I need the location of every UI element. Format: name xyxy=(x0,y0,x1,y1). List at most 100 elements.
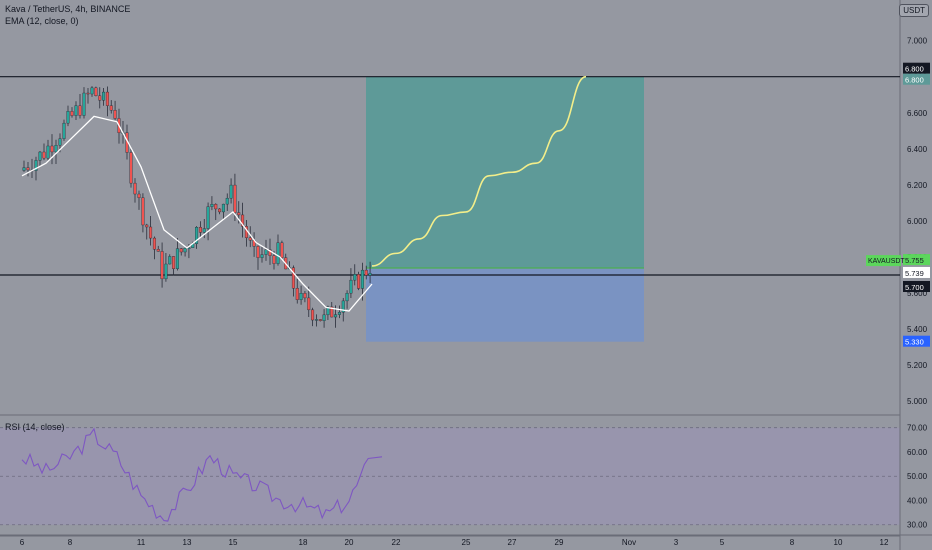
rsi-tick-label: 70.00 xyxy=(907,424,928,433)
time-tick-label: 20 xyxy=(345,538,354,547)
candle-body xyxy=(221,203,225,213)
projection-path xyxy=(371,75,587,267)
candle-body xyxy=(149,226,153,239)
candle-body xyxy=(74,105,78,116)
price-tick-label: 6.400 xyxy=(907,145,928,154)
candle-body xyxy=(86,92,90,95)
candle-body xyxy=(241,214,245,227)
candle-body xyxy=(210,204,214,207)
candle-body xyxy=(172,256,176,269)
candle-body xyxy=(66,111,70,124)
time-tick-label: 10 xyxy=(834,538,843,547)
currency-badge[interactable]: USDT xyxy=(899,4,929,17)
candle-body xyxy=(276,242,280,264)
candle-body xyxy=(141,197,145,226)
candle-body xyxy=(145,224,149,228)
candle-body xyxy=(368,273,372,276)
support-line-tag-bg xyxy=(903,280,930,292)
price-tick-label: 6.000 xyxy=(907,217,928,226)
candle-body xyxy=(38,151,42,161)
candle-body xyxy=(160,251,164,280)
candle-body xyxy=(98,95,102,101)
target-tag-bg xyxy=(903,73,930,85)
candle-body xyxy=(175,248,179,269)
time-tick-label: 3 xyxy=(674,538,679,547)
candle-body xyxy=(78,105,82,116)
stop-tag-bg xyxy=(903,335,930,347)
price-tick-label: 7.000 xyxy=(907,37,928,46)
candle-body xyxy=(264,249,268,255)
time-tick-label: 8 xyxy=(68,538,73,547)
candle-body xyxy=(94,87,98,97)
candle-body xyxy=(349,279,353,294)
candle-body xyxy=(291,267,295,289)
candle-body xyxy=(90,87,94,95)
ema-value-tag: 5.739 xyxy=(905,269,924,278)
candle-body xyxy=(109,105,113,111)
candle-body xyxy=(314,319,318,321)
price-tick-label: 6.600 xyxy=(907,109,928,118)
support-line-tag: 5.700 xyxy=(905,283,924,292)
candle-body xyxy=(195,227,199,244)
top-line-tag: 6.800 xyxy=(905,65,924,74)
time-tick-label: 15 xyxy=(229,538,238,547)
candle-body xyxy=(214,204,218,210)
candle-body xyxy=(42,151,46,159)
candle-body xyxy=(337,312,341,315)
candle-body xyxy=(168,256,172,265)
candle-body xyxy=(318,319,322,321)
candle-body xyxy=(341,300,345,313)
candle-body xyxy=(225,197,229,205)
candle-body xyxy=(152,237,156,250)
candle-body xyxy=(364,269,368,276)
candle-body xyxy=(295,288,299,300)
time-tick-label: 25 xyxy=(462,538,471,547)
candle-body xyxy=(326,306,330,316)
candle-body xyxy=(353,274,357,281)
time-tick-label: 29 xyxy=(555,538,564,547)
candle-body xyxy=(102,91,106,101)
candle-body xyxy=(198,227,202,233)
top-line-tag-bg xyxy=(903,62,930,74)
time-tick-label: 18 xyxy=(299,538,308,547)
rsi-legend[interactable]: RSI (14, close) xyxy=(5,422,65,432)
candle-body xyxy=(22,167,26,171)
candle-body xyxy=(202,228,206,233)
candle-body xyxy=(360,269,364,289)
candle-body xyxy=(268,249,272,256)
candle-body xyxy=(357,274,361,289)
ema-legend[interactable]: EMA (12, close, 0) xyxy=(5,16,79,26)
candle-body xyxy=(248,237,252,241)
price-tick-label: 5.000 xyxy=(907,397,928,406)
time-tick-label: 12 xyxy=(880,538,889,547)
ema-value-tag-bg xyxy=(903,266,930,278)
candle-body xyxy=(303,293,307,299)
candle-body xyxy=(62,122,66,139)
candle-body xyxy=(46,145,50,159)
candle-body xyxy=(330,306,334,318)
rsi-tick-label: 30.00 xyxy=(907,521,928,530)
candle-body xyxy=(34,160,38,171)
candle-body xyxy=(307,297,311,311)
time-tick-label: 11 xyxy=(137,538,146,547)
last-price-tag: 5.755 xyxy=(905,256,924,265)
rsi-tick-label: 40.00 xyxy=(907,496,928,505)
time-tick-label: 27 xyxy=(508,538,517,547)
time-tick-label: 6 xyxy=(20,538,25,547)
candle-body xyxy=(26,167,30,171)
symbol-tag: KAVAUSDT xyxy=(868,258,905,265)
symbol-legend[interactable]: Kava / TetherUS, 4h, BINANCE xyxy=(5,4,131,14)
candle-body xyxy=(58,138,62,146)
time-tick-label: Nov xyxy=(622,538,636,547)
candle-body xyxy=(183,248,187,253)
price-tick-label: 6.200 xyxy=(907,181,928,190)
candle-body xyxy=(299,293,303,300)
symbol-tag-bg xyxy=(866,255,901,267)
ema-line xyxy=(21,115,373,312)
candle-body xyxy=(334,314,338,318)
candle-body xyxy=(311,309,315,321)
candle-body xyxy=(237,212,241,216)
candle-body xyxy=(280,242,284,258)
